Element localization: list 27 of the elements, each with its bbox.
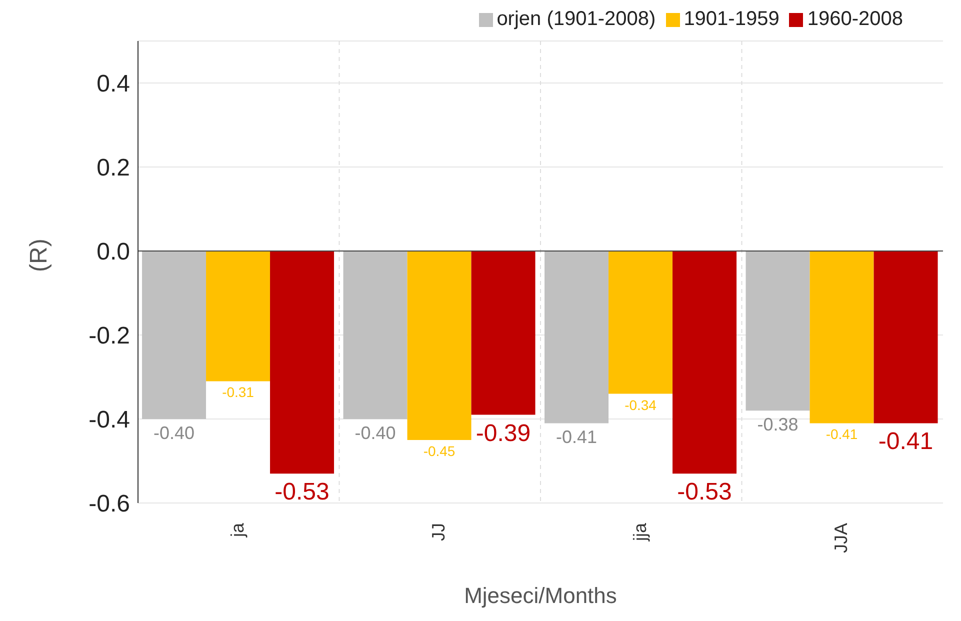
x-tick-label: ja [227, 522, 248, 538]
y-tick-label: 0.0 [96, 238, 130, 266]
x-tick-label: jja [630, 522, 650, 542]
legend-label: 1960-2008 [807, 8, 903, 30]
data-label: -0.45 [423, 443, 456, 459]
data-label: -0.40 [354, 423, 396, 443]
y-tick-label: -0.2 [88, 322, 130, 350]
legend-label: 1901-1959 [684, 8, 780, 30]
legend-label: orjen (1901-2008) [496, 8, 656, 30]
data-label: -0.34 [624, 396, 657, 413]
x-tick-label: JJA [831, 523, 852, 554]
data-label: -0.40 [154, 423, 195, 443]
y-tick-label: -0.4 [88, 406, 130, 434]
data-label: -0.41 [878, 428, 934, 456]
data-label: -0.53 [274, 478, 330, 506]
y-tick-label: 0.2 [96, 154, 130, 182]
y-tick-label: 0.4 [96, 70, 130, 98]
data-label: -0.38 [757, 414, 798, 435]
data-label: -0.39 [476, 420, 531, 447]
x-tick-label: JJ [428, 523, 449, 541]
x-axis-title: Mjeseci/Months [464, 583, 617, 608]
data-label: -0.41 [556, 427, 598, 448]
data-label: -0.53 [677, 478, 732, 506]
data-label: -0.41 [826, 426, 858, 442]
y-axis-title: (R) [26, 238, 53, 272]
y-tick-label: -0.6 [88, 490, 130, 518]
data-label: -0.31 [222, 384, 254, 400]
